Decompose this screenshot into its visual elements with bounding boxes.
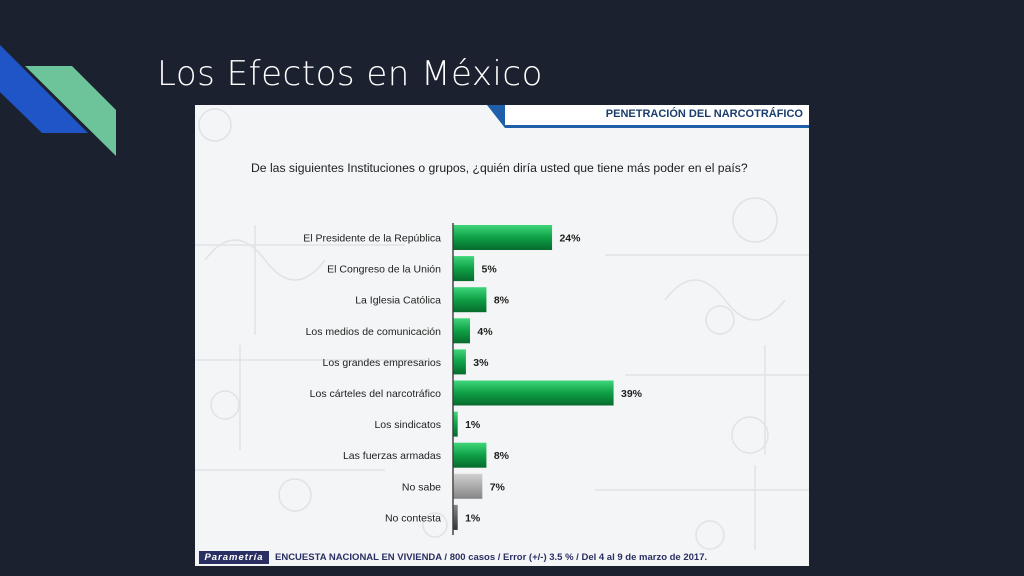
bar <box>453 287 487 313</box>
value-label: 4% <box>477 326 493 338</box>
footer: Parametría ENCUESTA NACIONAL EN VIVIENDA… <box>195 550 809 566</box>
category-label: Los grandes empresarios <box>323 357 441 369</box>
value-label: 39% <box>621 388 643 400</box>
value-label: 7% <box>490 481 506 493</box>
bar <box>453 318 471 344</box>
category-label: Los cárteles del narcotráfico <box>310 388 441 400</box>
bar <box>453 473 483 499</box>
category-label: El Congreso de la Unión <box>327 264 441 276</box>
bar-chart: El Presidente de la República 24% El Congr… <box>303 223 643 535</box>
header-band: PENETRACIÓN DEL NARCOTRÁFICO <box>487 105 809 128</box>
category-label: No sabe <box>402 481 441 493</box>
value-label: 3% <box>473 357 489 369</box>
category-label: El Presidente de la República <box>303 233 441 245</box>
bar <box>453 349 466 375</box>
footer-survey-note: ENCUESTA NACIONAL EN VIVIENDA / 800 caso… <box>275 552 708 563</box>
value-label: 1% <box>465 419 481 431</box>
category-label: Las fuerzas armadas <box>343 450 441 462</box>
value-label: 1% <box>465 512 481 524</box>
value-label: 8% <box>494 450 510 462</box>
bar <box>453 442 487 468</box>
bar <box>453 411 458 437</box>
value-label: 5% <box>482 264 498 276</box>
bar <box>453 380 614 406</box>
category-label: Los medios de comunicación <box>306 326 442 338</box>
chart-panel: PENETRACIÓN DEL NARCOTRÁFICO De las sigu… <box>195 105 809 566</box>
survey-question: De las siguientes Instituciones o grupos… <box>251 161 748 175</box>
bar <box>453 256 475 282</box>
category-label: La Iglesia Católica <box>355 295 441 307</box>
watermark-pattern <box>195 108 809 560</box>
category-label: Los sindicatos <box>374 419 441 431</box>
bar <box>453 225 553 250</box>
slide-title: Los Efectos en México <box>157 54 543 94</box>
value-label: 24% <box>559 233 581 245</box>
footer-brand-logo: Parametría <box>199 551 269 564</box>
corner-decoration <box>0 45 116 156</box>
bar <box>453 504 458 530</box>
category-label: No contesta <box>385 512 441 524</box>
header-title: PENETRACIÓN DEL NARCOTRÁFICO <box>605 108 803 120</box>
value-label: 8% <box>494 295 510 307</box>
